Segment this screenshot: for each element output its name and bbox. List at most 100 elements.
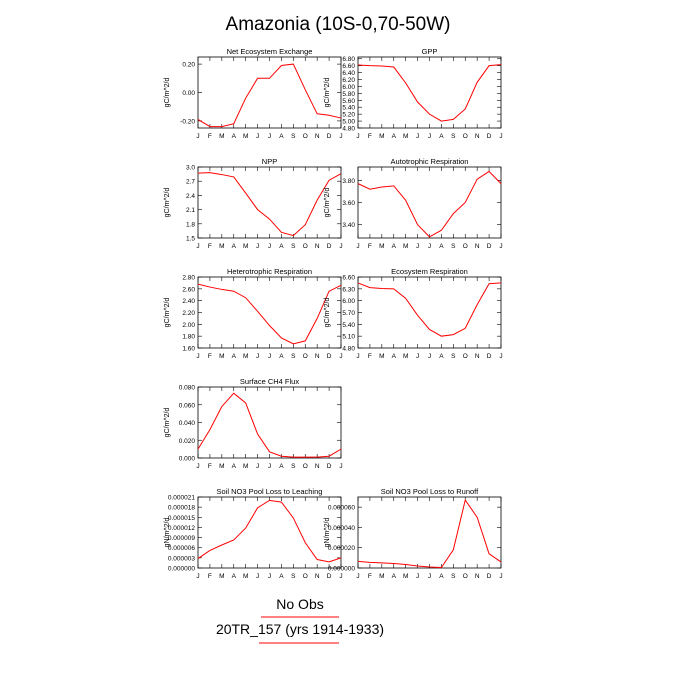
- panel-title: Soil NO3 Pool Loss to Leaching: [217, 487, 323, 496]
- x-tick-label: A: [232, 243, 237, 250]
- x-tick-label: M: [243, 463, 248, 470]
- panel-title: Soil NO3 Pool Loss to Runoff: [381, 487, 479, 496]
- y-axis-label: gC/m^2/d: [324, 78, 331, 108]
- x-tick-label: J: [416, 353, 419, 360]
- x-tick-label: M: [379, 353, 384, 360]
- y-tick-label: 0.000003: [168, 555, 195, 562]
- x-tick-label: J: [499, 243, 502, 250]
- x-tick-label: F: [208, 463, 212, 470]
- x-tick-label: M: [219, 353, 224, 360]
- y-tick-label: 4.80: [342, 126, 355, 133]
- x-tick-label: J: [499, 573, 502, 580]
- x-tick-label: N: [315, 573, 320, 580]
- y-tick-label: 6.20: [342, 77, 355, 84]
- x-tick-label: A: [439, 353, 444, 360]
- x-tick-label: J: [196, 243, 199, 250]
- x-tick-label: J: [196, 353, 199, 360]
- plot-frame: [357, 56, 502, 129]
- x-tick-label: S: [291, 133, 296, 140]
- y-tick-label: 2.60: [182, 286, 195, 293]
- x-tick-label: A: [279, 353, 284, 360]
- x-tick-label: A: [279, 243, 284, 250]
- x-tick-label: J: [268, 353, 271, 360]
- x-tick-label: O: [303, 353, 308, 360]
- x-tick-label: J: [416, 243, 419, 250]
- y-tick-label: 1.8: [186, 221, 195, 228]
- y-tick-label: 5.10: [342, 334, 355, 341]
- x-tick-label: N: [475, 353, 480, 360]
- x-tick-label: S: [291, 573, 296, 580]
- series-line: [357, 170, 502, 238]
- y-tick-label: 0.060: [179, 402, 196, 409]
- x-tick-label: A: [232, 353, 237, 360]
- figure-title: Amazonia (10S-0,70-50W): [226, 14, 451, 35]
- x-tick-label: J: [256, 243, 259, 250]
- plot-frame: [197, 56, 342, 129]
- x-tick-label: J: [256, 133, 259, 140]
- y-tick-label: -0.20: [180, 118, 195, 125]
- x-tick-label: J: [339, 133, 342, 140]
- y-tick-label: 6.80: [342, 56, 355, 63]
- x-tick-label: M: [403, 353, 408, 360]
- legend-model-label: 20TR_157 (yrs 1914-1933): [216, 621, 384, 637]
- panel-title: Net Ecosystem Exchange: [227, 47, 313, 56]
- x-tick-label: F: [368, 133, 372, 140]
- x-tick-label: O: [463, 243, 468, 250]
- x-tick-label: N: [315, 463, 320, 470]
- x-tick-label: D: [327, 353, 332, 360]
- y-tick-label: 0.000012: [168, 525, 195, 532]
- plot-frame: [197, 496, 342, 569]
- panel-gpp: GPPgC/m^2/d4.805.005.205.405.605.806.006…: [324, 47, 503, 140]
- y-tick-label: 0.000020: [328, 545, 355, 552]
- series-line: [197, 392, 342, 458]
- y-tick-label: 2.80: [182, 275, 195, 282]
- x-tick-label: J: [196, 133, 199, 140]
- series-line: [197, 172, 342, 237]
- x-tick-label: J: [356, 243, 359, 250]
- y-tick-label: 5.60: [342, 98, 355, 105]
- y-tick-label: 0.040: [179, 420, 196, 427]
- y-tick-label: 2.7: [186, 179, 195, 186]
- y-tick-label: 4.80: [342, 346, 355, 353]
- series-line: [197, 499, 342, 563]
- x-tick-label: A: [439, 133, 444, 140]
- x-tick-label: A: [439, 573, 444, 580]
- x-tick-label: J: [339, 573, 342, 580]
- x-tick-label: F: [208, 243, 212, 250]
- x-tick-label: D: [327, 133, 332, 140]
- x-tick-label: N: [315, 133, 320, 140]
- x-tick-label: J: [416, 133, 419, 140]
- x-tick-label: J: [256, 463, 259, 470]
- x-tick-label: J: [196, 573, 199, 580]
- x-tick-label: M: [219, 243, 224, 250]
- y-tick-label: 6.60: [342, 275, 355, 282]
- legend: No Obs 20TR_157 (yrs 1914-1933): [216, 596, 384, 644]
- y-tick-label: 3.40: [342, 222, 355, 229]
- panel-soil-no3-pool-loss-to-leaching: Soil NO3 Pool Loss to LeachinggN/m^2/d0.…: [164, 487, 343, 580]
- x-tick-label: F: [208, 133, 212, 140]
- series-line: [357, 282, 502, 337]
- y-tick-label: 5.40: [342, 105, 355, 112]
- x-tick-label: O: [303, 463, 308, 470]
- x-tick-label: A: [439, 243, 444, 250]
- panel-title: Ecosystem Respiration: [391, 267, 468, 276]
- x-tick-label: A: [392, 353, 397, 360]
- x-tick-label: M: [243, 243, 248, 250]
- x-tick-label: A: [232, 573, 237, 580]
- x-tick-label: J: [428, 353, 431, 360]
- x-tick-label: N: [475, 133, 480, 140]
- y-axis-label: gC/m^2/d: [164, 188, 171, 218]
- legend-obs-label: No Obs: [276, 596, 323, 612]
- y-tick-label: 6.00: [342, 84, 355, 91]
- x-tick-label: J: [339, 463, 342, 470]
- x-tick-label: J: [256, 353, 259, 360]
- panel-autotrophic-respiration: Autotrophic Respiration gC/m^2/d 3.40 3.60 3…: [324, 157, 503, 250]
- x-tick-label: A: [279, 133, 284, 140]
- y-tick-label: 0.000060: [328, 505, 355, 512]
- y-tick-label: 0.000000: [168, 566, 195, 573]
- x-tick-label: S: [291, 463, 296, 470]
- y-axis-label: gC/m^2/d: [324, 188, 331, 218]
- panel-title: Heterotrophic Respiration: [227, 267, 312, 276]
- panel-net-ecosystem-exchange: Net Ecosystem Exchange gC/m^2/d -0.20 0.00 0…: [164, 47, 343, 140]
